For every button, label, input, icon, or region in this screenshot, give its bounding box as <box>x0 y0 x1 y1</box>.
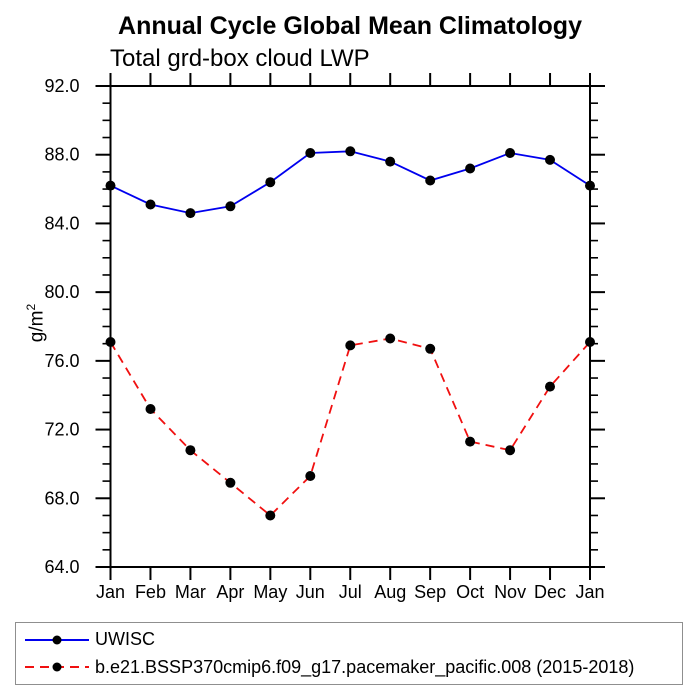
data-point-marker <box>345 146 356 157</box>
month-label: Dec <box>534 582 566 602</box>
month-label: Jan <box>96 582 125 602</box>
y-tick-label: 64.0 <box>44 557 79 577</box>
data-point-marker <box>105 180 116 191</box>
x-axis: Jan Feb Mar Apr May Jun Jul Aug Sep Oct Nov Dec Jan <box>96 73 605 602</box>
plot-frame <box>109 85 591 568</box>
data-point-marker <box>585 337 595 347</box>
month-label: Jul <box>339 582 362 602</box>
month-label: Feb <box>135 582 166 602</box>
model-line-swatch <box>25 662 89 672</box>
data-point-marker <box>545 381 555 392</box>
data-point-marker <box>305 471 316 481</box>
y-tick-label: 92.0 <box>44 76 79 96</box>
data-point-marker <box>185 208 196 219</box>
data-point-marker <box>105 337 116 347</box>
month-label: Jun <box>296 582 325 602</box>
legend-item-model: b.e21.BSSP370cmip6.f09_g17.pacemaker_pac… <box>16 657 682 678</box>
series-line <box>110 150 591 215</box>
y-tick-label: 68.0 <box>44 488 79 508</box>
series-uwisc <box>105 146 595 219</box>
series-model <box>105 333 595 521</box>
data-point-marker <box>265 510 276 521</box>
uwisc-line-swatch <box>25 635 89 645</box>
data-point-marker <box>225 201 236 212</box>
data-point-marker <box>465 436 476 447</box>
month-label: Sep <box>414 582 446 602</box>
data-point-marker <box>185 445 196 456</box>
data-point-marker <box>425 175 436 186</box>
data-point-marker <box>425 343 436 354</box>
data-point-marker <box>345 340 356 351</box>
y-axis: 64.0 68.0 72.0 76.0 80.0 84.0 88.0 92.0 <box>44 76 605 577</box>
page-title: Annual Cycle Global Mean Climatology <box>118 12 582 40</box>
plot-subtitle: Total grd-box cloud LWP <box>110 45 370 72</box>
data-point-marker <box>505 148 516 158</box>
annual-cycle-line-chart: Jan Feb Mar Apr May Jun Jul Aug Sep Oct Nov Dec Jan 6… <box>44 73 605 602</box>
legend-label-model: b.e21.BSSP370cmip6.f09_g17.pacemaker_pac… <box>95 656 635 677</box>
data-point-marker <box>585 180 595 191</box>
data-point-marker <box>265 177 276 188</box>
legend-item-uwisc: UWISC <box>16 629 682 650</box>
y-tick-label: 84.0 <box>44 213 79 233</box>
y-tick-label: 72.0 <box>44 420 79 440</box>
model-marker-icon <box>52 662 62 672</box>
month-label: Mar <box>175 582 206 602</box>
month-label: Aug <box>374 582 406 602</box>
month-label: Apr <box>216 582 244 602</box>
legend-box: UWISC b.e21.BSSP370cmip6.f09_g17.pacemak… <box>15 622 683 685</box>
data-point-marker <box>385 333 396 344</box>
data-point-marker <box>145 404 156 414</box>
month-label: Oct <box>456 582 484 602</box>
data-point-marker <box>465 163 476 174</box>
y-tick-label: 80.0 <box>44 282 79 302</box>
data-point-marker <box>505 445 516 456</box>
y-tick-label: 88.0 <box>44 145 79 165</box>
data-point-marker <box>385 156 396 167</box>
data-point-marker <box>545 154 555 165</box>
uwisc-marker-icon <box>52 635 62 645</box>
month-label: Nov <box>494 582 526 602</box>
month-label: Jan <box>575 582 604 602</box>
month-label: May <box>253 582 287 602</box>
data-point-marker <box>305 148 316 158</box>
y-tick-label: 76.0 <box>44 351 79 371</box>
data-point-marker <box>225 477 236 488</box>
data-point-marker <box>145 199 156 210</box>
legend-label-uwisc: UWISC <box>95 629 155 650</box>
series-line <box>109 337 591 517</box>
